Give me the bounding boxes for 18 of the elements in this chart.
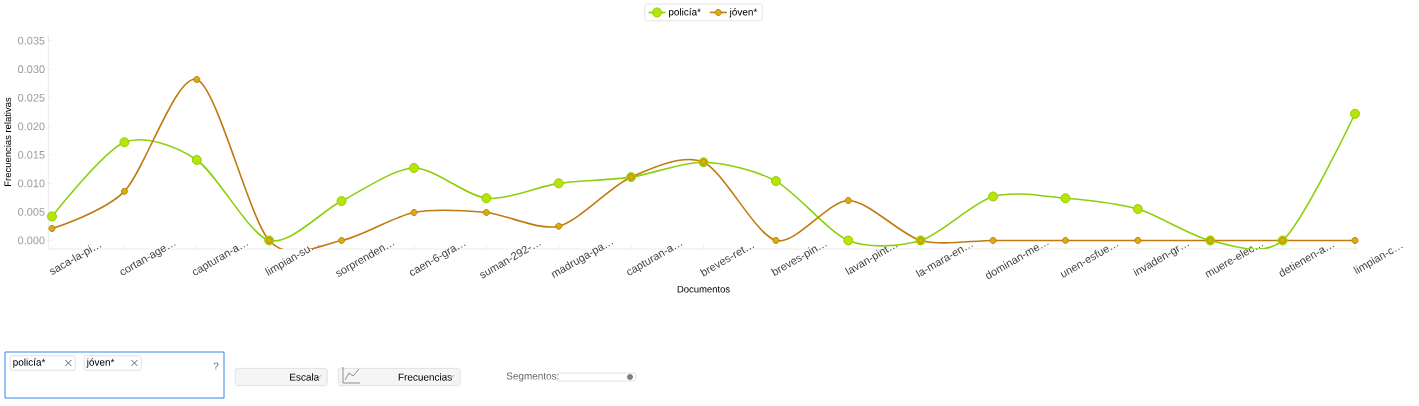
legend-label: jóven* xyxy=(729,8,758,18)
x-axis-title: Documentos xyxy=(677,285,730,293)
text: Escala xyxy=(290,373,320,381)
y-tick-label: 0.005 xyxy=(18,208,45,216)
text: policía* xyxy=(13,358,46,368)
text: jóven* xyxy=(86,358,115,368)
y-tick-label: 0.015 xyxy=(18,150,45,159)
text: Segmentos: xyxy=(506,372,559,382)
y-axis-title: Frecuencias relativas xyxy=(4,97,12,186)
text: ? xyxy=(213,362,219,370)
legend-label: policía* xyxy=(668,8,701,18)
y-tick-label: 0.030 xyxy=(18,65,45,74)
y-tick-label: 0.035 xyxy=(18,36,45,45)
y-tick-label: 0.000 xyxy=(18,236,45,245)
y-tick-label: 0.020 xyxy=(18,122,45,131)
text: Frecuencias xyxy=(398,373,452,381)
y-tick-label: 0.010 xyxy=(18,179,45,188)
y-tick-label: 0.025 xyxy=(18,93,45,102)
